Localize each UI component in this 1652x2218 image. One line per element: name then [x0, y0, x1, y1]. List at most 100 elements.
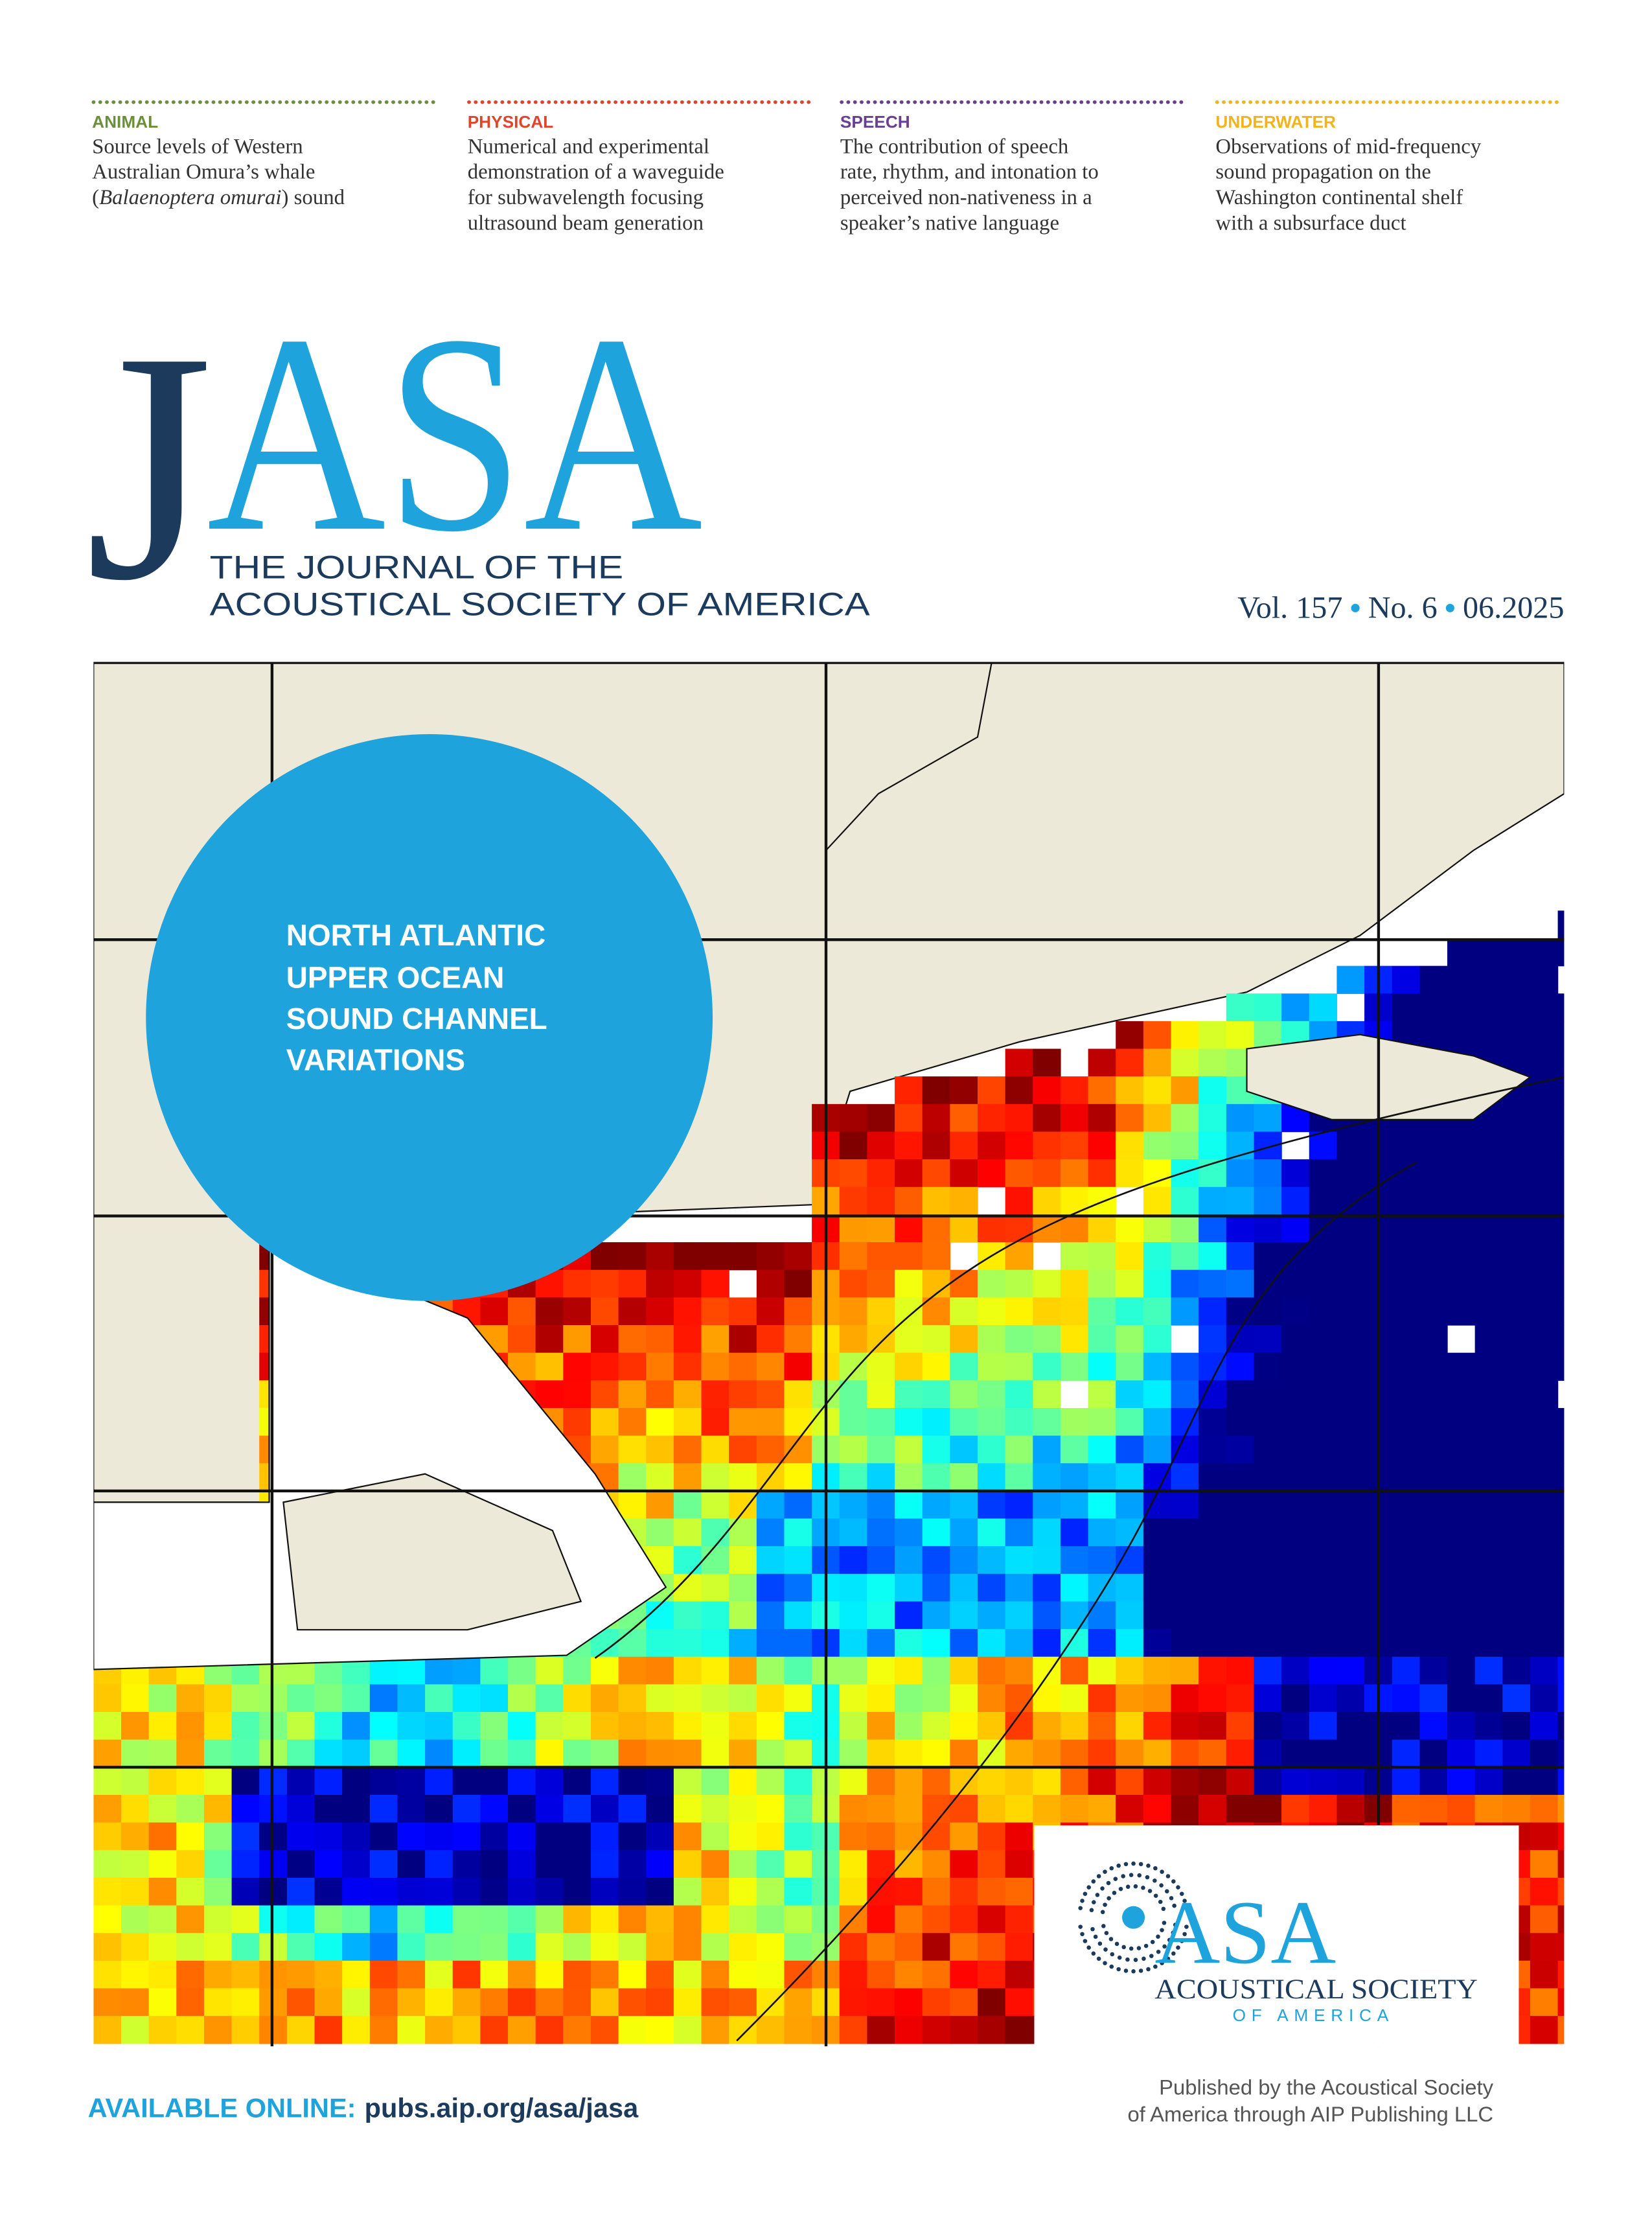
map-cell [1281, 1684, 1310, 1713]
map-cell [480, 1960, 509, 1989]
logo-icon-dot [1109, 1964, 1114, 1969]
map-cell [895, 1767, 923, 1796]
map-cell [922, 1905, 951, 1934]
map-cell [176, 2016, 205, 2044]
map-cell [1557, 1767, 1565, 1796]
map-cell [922, 1076, 951, 1105]
map-cell [701, 1546, 729, 1575]
map-cell [508, 1877, 536, 1906]
map-cell [646, 1435, 674, 1464]
map-contour [736, 1161, 1417, 2042]
map-cell [1447, 1629, 1476, 1658]
map-cell [756, 1822, 785, 1851]
map-cell [618, 1656, 647, 1685]
map-cell [1199, 1048, 1227, 1077]
map-cell [646, 1933, 674, 1961]
map-cell [1337, 1325, 1365, 1354]
map-cell [784, 1739, 812, 1768]
publisher-name: ACOUSTICAL SOCIETY [1154, 1974, 1478, 2005]
map-cell [1116, 1297, 1144, 1326]
map-cell [1502, 1186, 1531, 1216]
map-cell [1199, 1131, 1227, 1160]
map-cell [673, 1407, 702, 1437]
map-cell [701, 1380, 729, 1409]
map-cell [701, 2016, 729, 2044]
map-cell [839, 1242, 868, 1271]
map-cell [1337, 1684, 1365, 1713]
map-cell [1557, 1214, 1565, 1243]
map-cell [1557, 938, 1565, 967]
map-cell [231, 1739, 260, 1768]
logo-icon-dot [1133, 1884, 1138, 1889]
map-cell [895, 1684, 923, 1713]
map-cell [1226, 1159, 1255, 1188]
map-cell [1088, 1076, 1116, 1105]
map-cell [1419, 1297, 1448, 1326]
map-cell [1530, 1850, 1559, 1878]
map-cell [1226, 1103, 1255, 1133]
map-cell [867, 1988, 895, 2016]
map-cell [1005, 1546, 1033, 1575]
map-cell [1474, 993, 1503, 1022]
map-cell [1281, 1490, 1310, 1519]
map-cell [1337, 1767, 1365, 1796]
map-cell [452, 1933, 481, 1961]
map-cell [1226, 1767, 1255, 1796]
map-cell [895, 1352, 923, 1381]
map-cell [231, 1850, 260, 1878]
map-cell [563, 1407, 591, 1437]
map-cell [673, 1601, 702, 1630]
map-cell [646, 2016, 674, 2044]
map-cell [950, 1463, 978, 1492]
logo-icon-dot [1167, 1937, 1172, 1943]
map-cell [1502, 1435, 1531, 1464]
topic-title: rate, rhythm, and intonation to [840, 161, 1099, 184]
map-cell [563, 1960, 591, 1989]
topic-title: Washington continental shelf [1215, 186, 1463, 209]
map-cell [508, 1684, 536, 1713]
map-cell [452, 1712, 481, 1740]
map-cell [646, 1380, 674, 1409]
map-cell [756, 1518, 785, 1547]
map-cell [1254, 1407, 1282, 1437]
map-cell [784, 1684, 812, 1713]
map-cell [701, 1490, 729, 1519]
map-cell [1281, 1712, 1310, 1740]
map-cell [1447, 1159, 1476, 1188]
map-cell [673, 1988, 702, 2016]
logo-icon-dot [1172, 1903, 1176, 1908]
map-cell [1447, 993, 1476, 1022]
map-cell [1254, 1352, 1282, 1381]
map-cell [950, 1518, 978, 1547]
map-cell [1557, 1794, 1565, 1823]
map-cell [673, 1739, 702, 1768]
map-cell [480, 1739, 509, 1768]
map-cell [756, 1601, 785, 1630]
map-cell [1474, 1242, 1503, 1271]
map-cell [1474, 1490, 1503, 1519]
map-cell [895, 1960, 923, 1989]
map-cell [1171, 1573, 1199, 1602]
map-cell [369, 1988, 398, 2016]
map-cell [618, 1877, 647, 1906]
map-cell [1005, 1407, 1033, 1437]
map-cell [1281, 1186, 1310, 1216]
map-cell [425, 2016, 453, 2044]
map-cell [922, 1435, 951, 1464]
map-cell [590, 1297, 619, 1326]
map-cell [1502, 1214, 1531, 1243]
map-cell [563, 1712, 591, 1740]
map-cell [729, 2016, 757, 2044]
map-cell [978, 1407, 1006, 1437]
map-cell [452, 1988, 481, 2016]
map-cell [1005, 1794, 1033, 1823]
map-cell [1419, 1546, 1448, 1575]
map-cell [148, 1684, 177, 1713]
map-cell [93, 2016, 122, 2044]
map-cell [1392, 1463, 1420, 1492]
map-cell [756, 1850, 785, 1878]
map-cell [1171, 1656, 1199, 1685]
map-cell [922, 1822, 951, 1851]
map-cell [673, 2016, 702, 2044]
map-cell [1116, 1021, 1144, 1050]
